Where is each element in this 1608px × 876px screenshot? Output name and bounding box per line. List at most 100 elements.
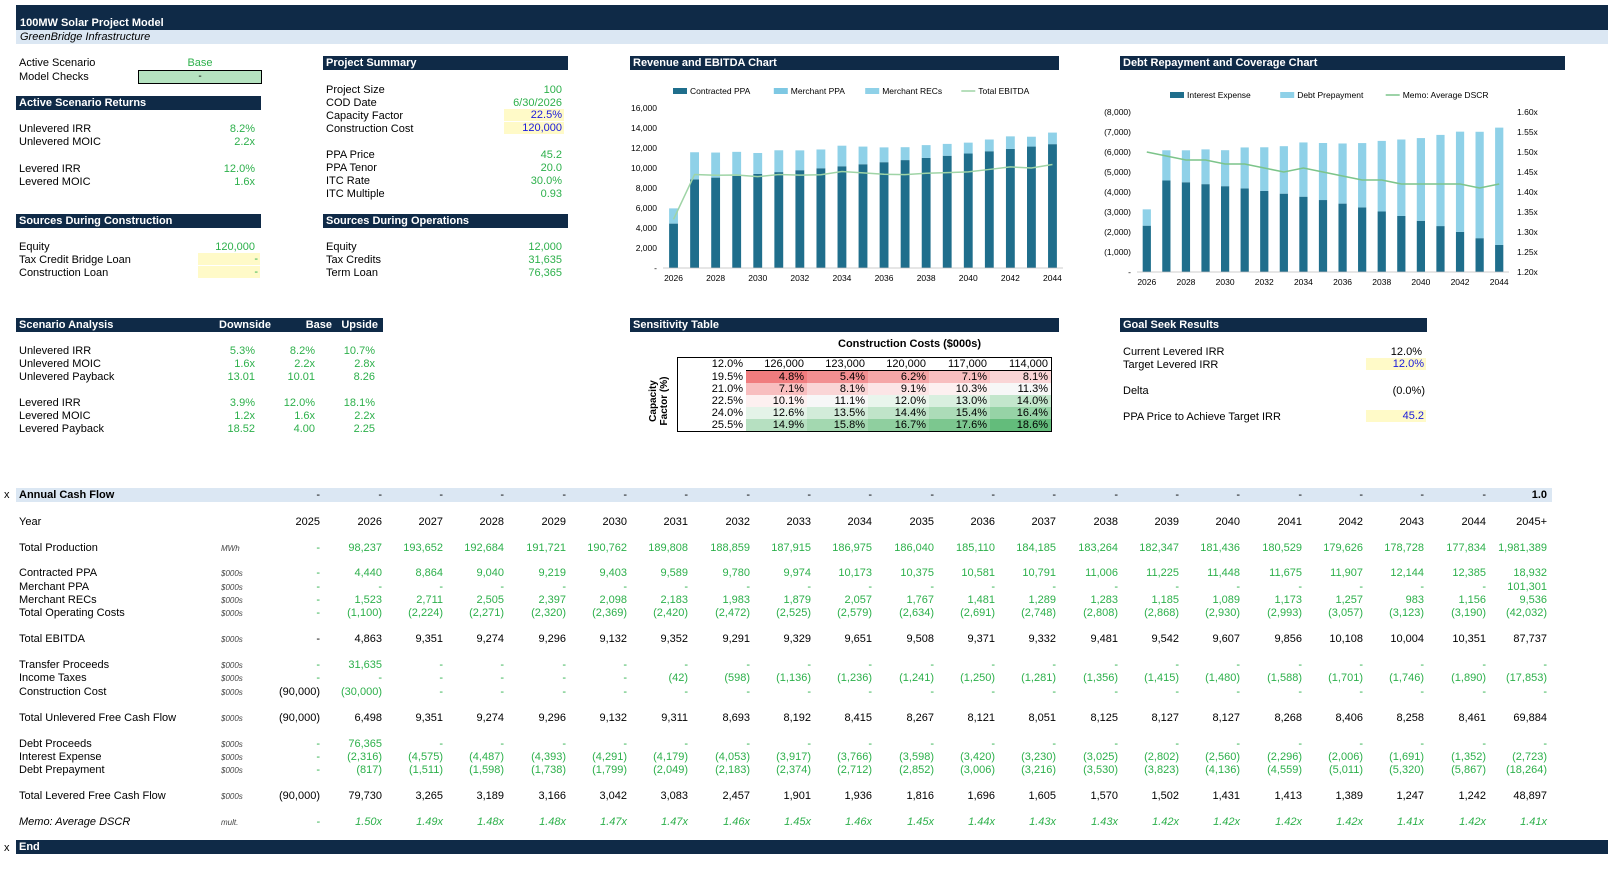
x-tick-label: 2034: [1294, 277, 1313, 287]
scenario-row-value: 4.00: [293, 423, 315, 435]
bar-merchant-recs: [1027, 136, 1036, 147]
cashflow-cell: 9,274: [476, 633, 504, 645]
year-header: 2036: [970, 516, 995, 528]
cashflow-cell: 1,605: [1028, 790, 1056, 802]
collapse-toggle[interactable]: x: [4, 489, 10, 501]
cashflow-row-label: Merchant RECs: [19, 594, 97, 606]
cashflow-cell: 9,040: [476, 567, 504, 579]
cashflow-cell: -: [316, 607, 320, 619]
cashflow-cell: -: [1482, 738, 1486, 750]
bar-debt-prepayment: [1162, 150, 1171, 181]
legend-swatch: [673, 88, 687, 94]
band-value: -: [1236, 489, 1240, 501]
bar-interest-expense: [1416, 220, 1426, 272]
bar-merchant-recs: [984, 139, 994, 152]
bar-merchant-recs: [732, 151, 742, 176]
ps-cost-label: Construction Cost: [326, 123, 414, 135]
y-tick-label: 4,000: [636, 223, 658, 233]
sensitivity-cell: 12.6%: [746, 407, 807, 419]
band-value: -: [1482, 489, 1486, 501]
cashflow-cell: 1,570: [1090, 790, 1118, 802]
cashflow-cell: (4,487): [469, 751, 504, 763]
active-scenario-value[interactable]: Base: [187, 57, 213, 69]
cashflow-cell: 8,121: [967, 712, 995, 724]
cashflow-cell: 2,505: [476, 594, 504, 606]
cashflow-cell: 1,767: [906, 594, 934, 606]
sensitivity-cell: 12.0%: [868, 395, 929, 407]
cashflow-cell: 9,219: [538, 567, 566, 579]
cashflow-cell: 4,863: [354, 633, 382, 645]
cashflow-cell: -: [1482, 659, 1486, 671]
cashflow-cell: (2,634): [899, 607, 934, 619]
cashflow-cell: -: [378, 581, 382, 593]
cashflow-cell: -: [1114, 738, 1118, 750]
cashflow-cell: 9,274: [476, 712, 504, 724]
cashflow-row-label: Total Operating Costs: [19, 607, 125, 619]
cashflow-cell: -: [868, 659, 872, 671]
cashflow-cell: -: [562, 659, 566, 671]
cashflow-cell: -: [991, 581, 995, 593]
model-checks-cell[interactable]: -: [138, 70, 262, 84]
cashflow-row-unit: $000s: [221, 714, 243, 723]
cashflow-cell: (4,179): [653, 751, 688, 763]
sensitivity-cell: 11.3%: [990, 383, 1051, 395]
bar-merchant-recs: [816, 149, 826, 169]
cashflow-cell: 1,242: [1458, 790, 1486, 802]
ps-cf-value[interactable]: 22.5%: [504, 109, 564, 121]
sensitivity-cell: 4.8%: [746, 370, 807, 383]
cashflow-cell: -: [1236, 581, 1240, 593]
sensitivity-cell: 16.7%: [868, 419, 929, 431]
cashflow-cell: (2,808): [1083, 607, 1118, 619]
cashflow-cell: 3,083: [660, 790, 688, 802]
cashflow-cell: 1.41x: [1520, 816, 1547, 828]
cashflow-cell: -: [930, 686, 934, 698]
gs-target-value[interactable]: 12.0%: [1366, 358, 1426, 370]
cashflow-cell: 1.43x: [1029, 816, 1056, 828]
year-header: 2031: [663, 516, 688, 528]
gs-ppa-label: PPA Price to Achieve Target IRR: [1123, 411, 1281, 423]
ps-cost-value[interactable]: 120,000: [504, 122, 564, 134]
cashflow-cell: (1,799): [592, 764, 627, 776]
bar-merchant-recs: [900, 147, 910, 161]
end-toggle[interactable]: x: [4, 842, 10, 854]
gs-ppa-value[interactable]: 45.2: [1366, 410, 1426, 422]
cashflow-cell: 9,351: [415, 633, 443, 645]
sc-equity-label: Equity: [19, 241, 50, 253]
cashflow-cell: -: [1052, 686, 1056, 698]
cashflow-cell: -: [500, 672, 504, 684]
cashflow-cell: 12,144: [1390, 567, 1424, 579]
x-tick-label: 2040: [1411, 277, 1430, 287]
bar-debt-prepayment: [1475, 131, 1484, 239]
cashflow-cell: 181,436: [1200, 542, 1240, 554]
sources-construction-header: Sources During Construction: [16, 214, 261, 228]
bar-contracted-ppa: [795, 170, 805, 268]
cashflow-cell: (1,746): [1389, 672, 1424, 684]
cashflow-row-unit: MWh: [221, 544, 240, 553]
band-value: 1.0: [1531, 489, 1547, 501]
cashflow-cell: 2,098: [599, 594, 627, 606]
cashflow-cell: 8,693: [722, 712, 750, 724]
bar-contracted-ppa: [753, 173, 763, 268]
cashflow-row-label: Income Taxes: [19, 672, 87, 684]
y-tick-label: 16,000: [631, 103, 657, 113]
revenue-chart-header: Revenue and EBITDA Chart: [630, 56, 1059, 70]
cashflow-row-unit: $000s: [221, 674, 243, 683]
cashflow-cell: 8,406: [1335, 712, 1363, 724]
y-tick-label: (2,000): [1104, 227, 1131, 237]
year-header: 2032: [725, 516, 750, 528]
sc-construction-value[interactable]: -: [198, 266, 260, 278]
cashflow-cell: 9,974: [783, 567, 811, 579]
y-tick-label: (3,000): [1104, 207, 1131, 217]
cashflow-cell: -: [1175, 581, 1179, 593]
cashflow-cell: -: [439, 581, 443, 593]
ps-ppa-label: PPA Price: [326, 149, 375, 161]
sc-bridge-value[interactable]: -: [198, 253, 260, 265]
y2-tick-label: 1.35x: [1517, 207, 1539, 217]
band-value: -: [439, 489, 443, 501]
cashflow-cell: 48,897: [1513, 790, 1547, 802]
cashflow-cell: (2,006): [1328, 751, 1363, 763]
cashflow-cell: (3,230): [1021, 751, 1056, 763]
scenario-analysis-title: Scenario Analysis: [19, 319, 114, 331]
year-header: 2035: [909, 516, 934, 528]
band-value: -: [746, 489, 750, 501]
